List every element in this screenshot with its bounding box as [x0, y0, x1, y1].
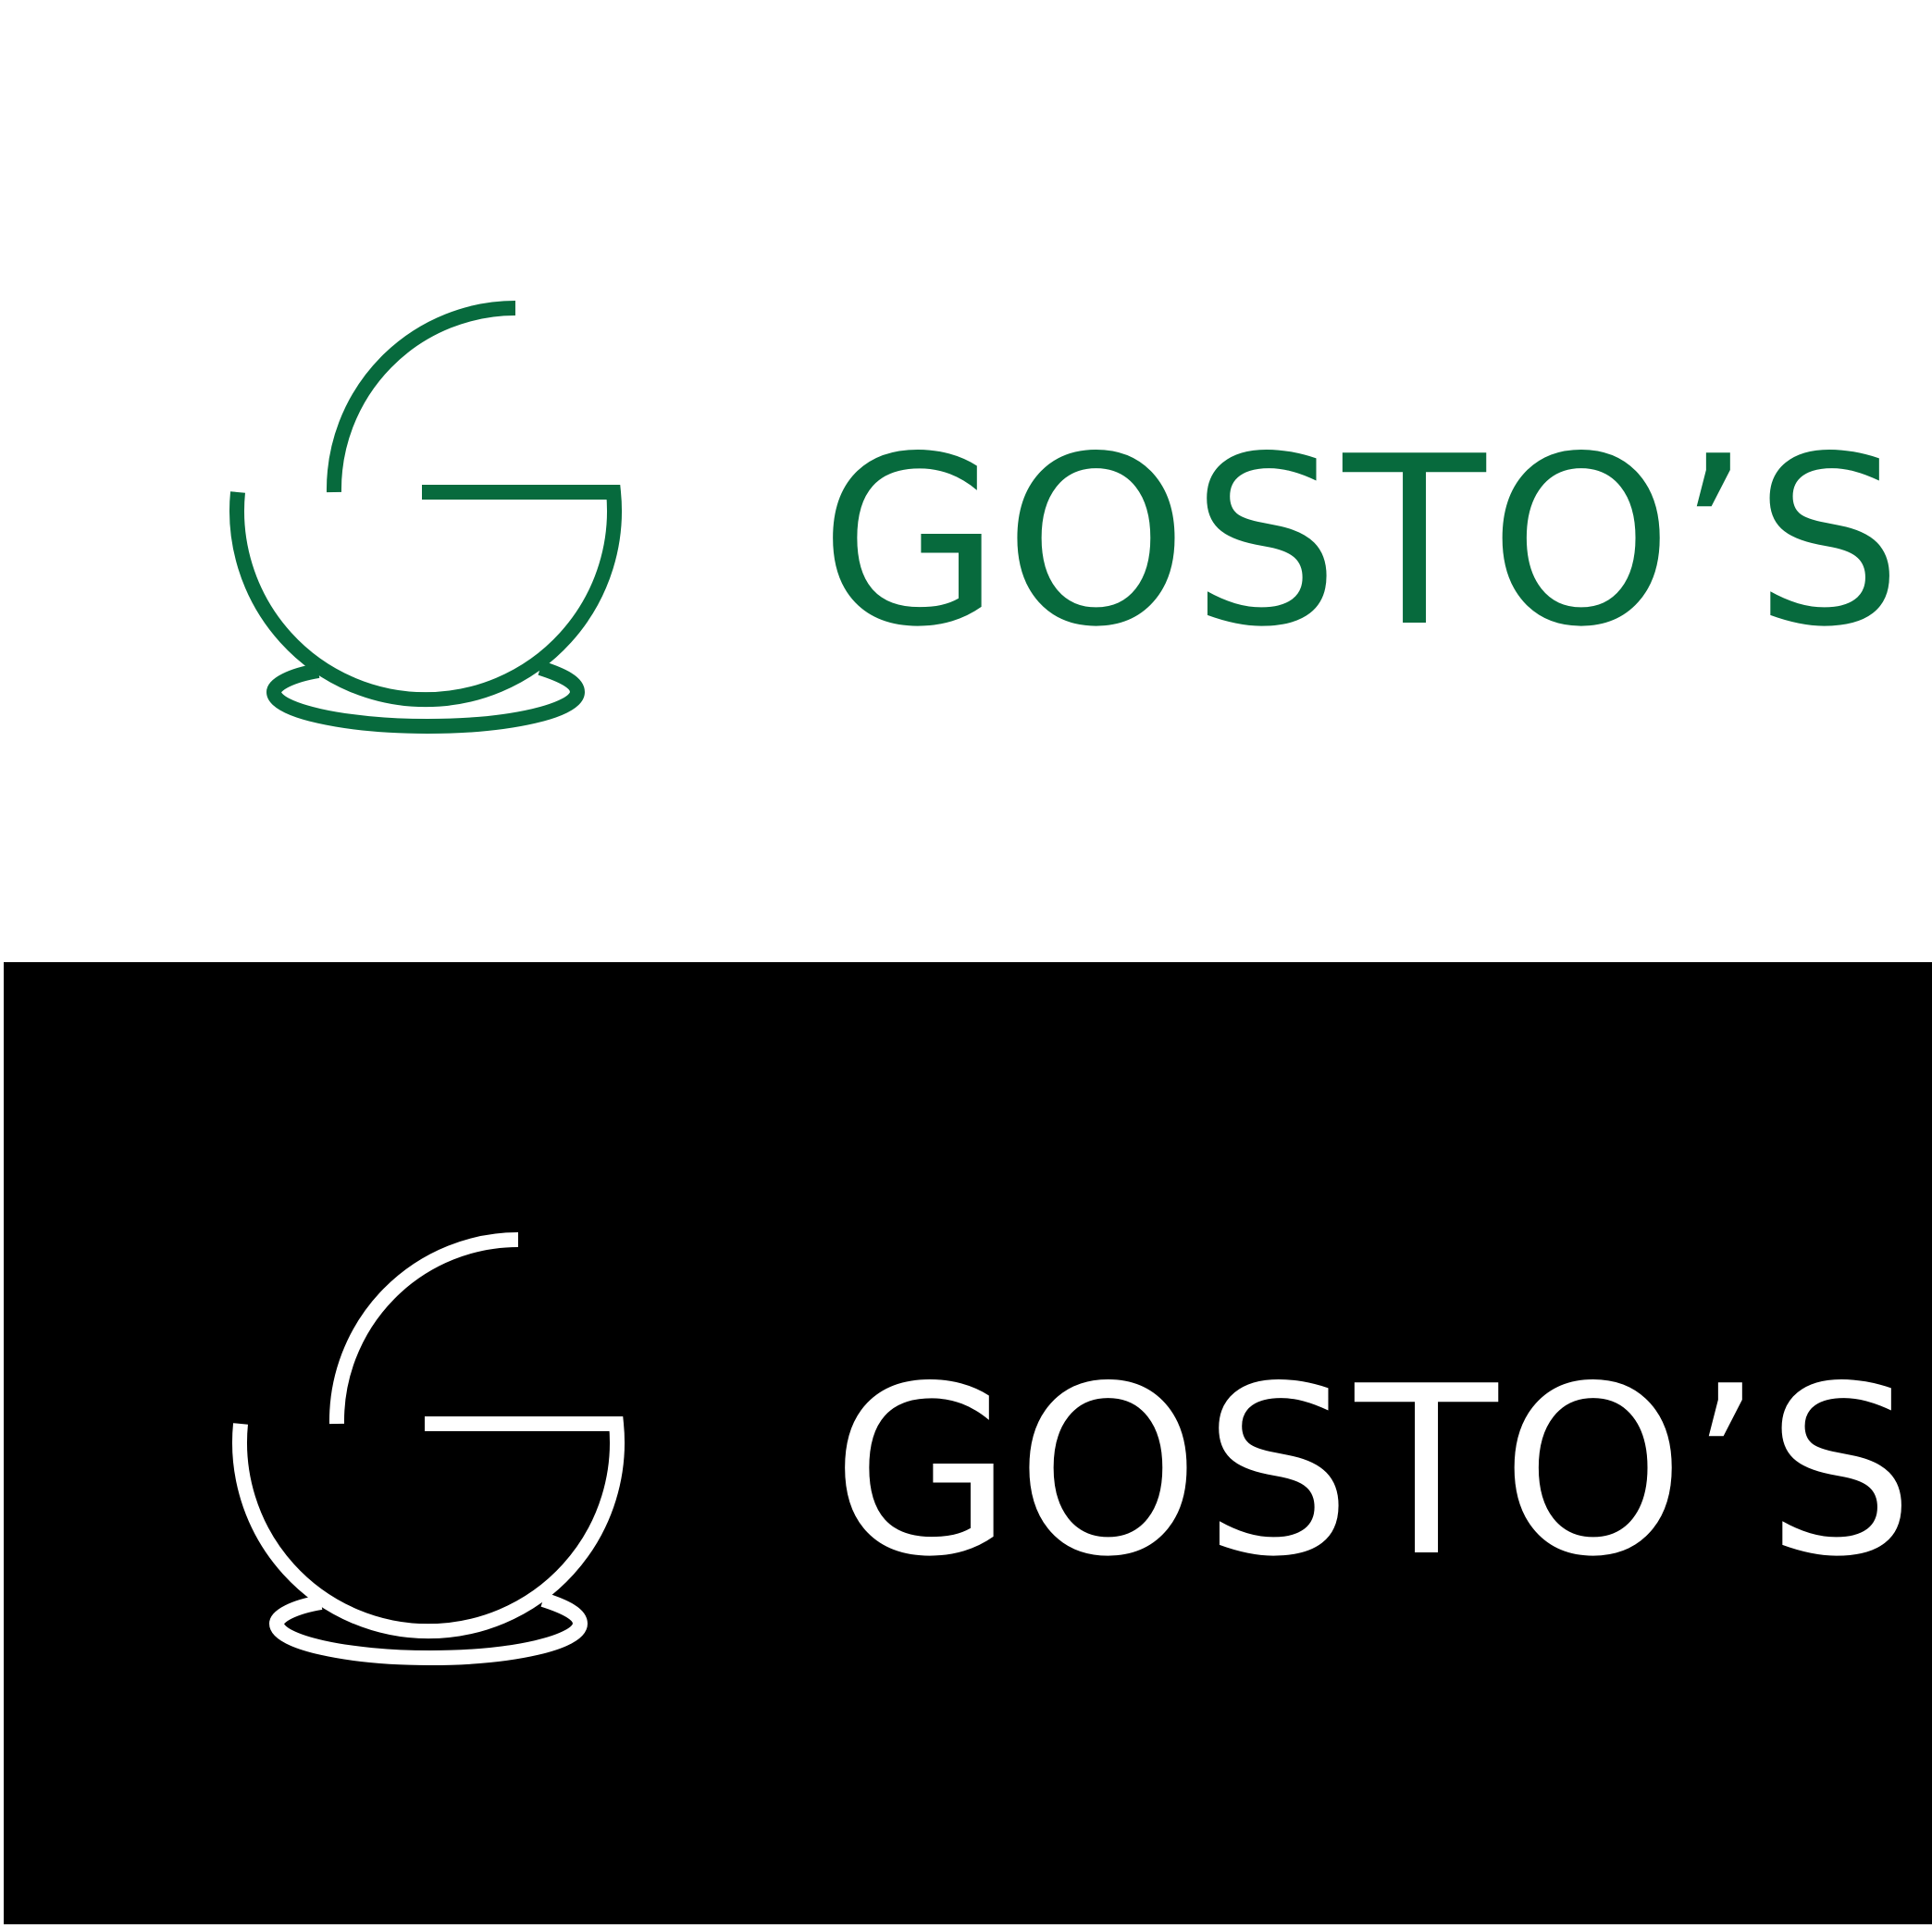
g-bowl [232, 1416, 625, 1639]
logo-variant-dark: GOSTO’S [4, 962, 1932, 1924]
g-upper-arc [326, 301, 516, 493]
brand-wordmark: GOSTO’S [832, 1337, 1918, 1608]
brand-wordmark: GOSTO’S [820, 407, 1906, 678]
saucer-ellipse [266, 661, 586, 735]
bowl-g-monogram-icon [232, 1232, 625, 1666]
logo-dark: GOSTO’S [4, 962, 1932, 1924]
g-upper-arc [328, 1232, 519, 1425]
logo-variant-light: GOSTO’S [4, 0, 1932, 962]
g-bowl [229, 485, 622, 708]
bowl-g-monogram-icon [229, 301, 622, 735]
saucer-ellipse [268, 1592, 588, 1666]
logo-light: GOSTO’S [229, 301, 1906, 735]
dark-background [4, 962, 1932, 1924]
